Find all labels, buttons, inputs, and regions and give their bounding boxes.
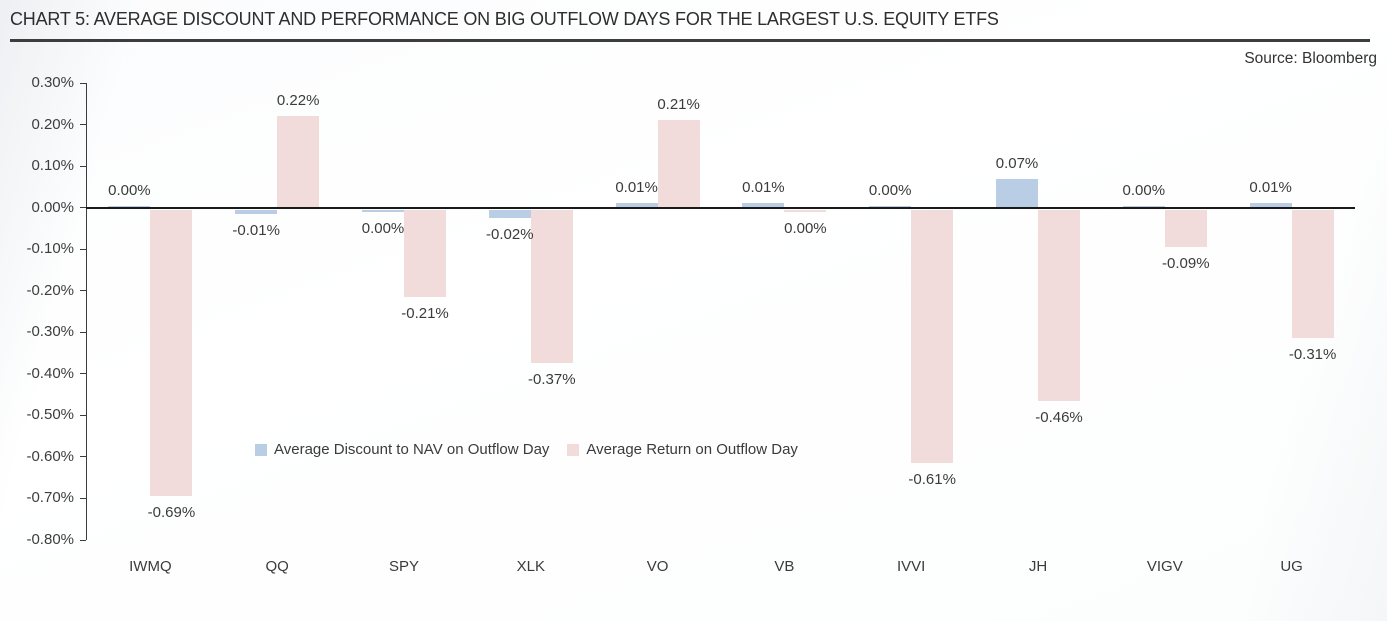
y-axis-tick xyxy=(80,497,86,499)
legend-swatch-icon xyxy=(255,443,267,456)
bar-discount-XLK xyxy=(488,209,531,218)
category-label-VIGV: VIGV xyxy=(1146,558,1183,575)
legend-swatch-icon xyxy=(567,443,580,456)
data-label: 0.22% xyxy=(276,92,320,110)
legend-item-discount: Average Discount to NAV on Outflow Day xyxy=(255,441,549,458)
chart-title: CHART 5: AVERAGE DISCOUNT AND PERFORMANC… xyxy=(10,9,999,29)
data-label: -0.31% xyxy=(1288,346,1337,364)
y-axis-tick xyxy=(80,165,86,167)
y-axis-tick-label: -0.10% xyxy=(26,240,74,258)
y-axis-tick xyxy=(80,373,86,375)
data-label: 0.00% xyxy=(784,219,827,237)
y-axis-tick xyxy=(80,456,86,458)
category-label-IVVI: IVVI xyxy=(897,558,926,575)
bar-discount-IWMQ xyxy=(108,205,151,208)
data-label: 0.00% xyxy=(868,181,912,199)
y-axis-tick-label: -0.60% xyxy=(26,447,74,465)
bar-discount-QQ xyxy=(235,209,278,214)
y-axis-tick xyxy=(80,290,86,292)
y-axis-tick xyxy=(80,539,86,541)
bar-discount-VO xyxy=(615,203,658,208)
data-label: -0.09% xyxy=(1162,255,1210,273)
y-axis-tick-label: -0.20% xyxy=(26,281,74,299)
bar-discount-VB xyxy=(742,203,785,208)
y-axis-tick-label: 0.20% xyxy=(31,115,74,133)
data-label: 0.01% xyxy=(1249,179,1292,197)
data-label: -0.61% xyxy=(908,471,956,489)
y-axis-tick-label: -0.40% xyxy=(26,364,74,382)
bar-discount-IVVI xyxy=(869,205,912,208)
y-axis-tick-label: 0.00% xyxy=(31,198,74,216)
y-axis-tick xyxy=(80,82,86,84)
y-axis-tick-label: -0.70% xyxy=(26,489,74,507)
category-label-XLK: XLK xyxy=(516,558,545,575)
source-label: Source: Bloomberg xyxy=(1244,50,1377,67)
category-label-IWMQ: IWMQ xyxy=(129,558,172,575)
data-label: -0.69% xyxy=(147,504,196,522)
bar-return-VIGV xyxy=(1164,209,1207,248)
bar-discount-UG xyxy=(1249,203,1292,208)
bar-return-VB xyxy=(784,209,827,212)
category-label-VO: VO xyxy=(646,558,669,575)
data-label: 0.07% xyxy=(995,154,1039,172)
category-label-SPY: SPY xyxy=(388,558,420,575)
y-axis-tick-label: -0.30% xyxy=(26,323,74,341)
bar-discount-VIGV xyxy=(1122,205,1165,208)
bar-return-QQ xyxy=(277,116,320,208)
legend: Average Discount to NAV on Outflow Day Av… xyxy=(255,441,798,458)
y-axis-tick xyxy=(80,207,86,209)
data-label: 0.01% xyxy=(742,179,785,197)
y-axis-tick-label: 0.30% xyxy=(31,74,74,91)
y-axis-tick xyxy=(80,124,86,126)
legend-item-return: Average Return on Outflow Day xyxy=(567,441,798,458)
data-label: -0.21% xyxy=(401,304,449,322)
bar-return-UG xyxy=(1291,209,1334,339)
data-label: 0.00% xyxy=(108,181,151,199)
data-label: 0.21% xyxy=(657,96,700,114)
title-underline xyxy=(10,39,1370,42)
legend-label: Average Discount to NAV on Outflow Day xyxy=(274,441,550,458)
data-label: 0.00% xyxy=(361,219,405,237)
category-label-UG: UG xyxy=(1280,558,1303,575)
bar-return-IWMQ xyxy=(150,209,193,497)
data-label: -0.46% xyxy=(1035,408,1083,426)
bar-return-SPY xyxy=(404,209,446,297)
y-axis-tick-label: -0.50% xyxy=(26,406,74,424)
category-label-VB: VB xyxy=(774,558,795,575)
data-label: -0.02% xyxy=(486,225,534,243)
data-label: -0.01% xyxy=(232,221,280,239)
y-axis-tick-label: -0.80% xyxy=(26,531,74,548)
x-axis-zero-line xyxy=(86,207,1355,210)
bar-return-XLK xyxy=(530,209,573,364)
bar-return-VO xyxy=(657,120,700,208)
data-label: 0.01% xyxy=(615,179,658,197)
bar-discount-JH xyxy=(996,178,1038,208)
y-axis-line xyxy=(86,83,87,540)
y-axis-tick xyxy=(80,248,86,250)
legend-label: Average Return on Outflow Day xyxy=(586,441,798,458)
bar-discount-SPY xyxy=(362,209,404,212)
data-label: -0.37% xyxy=(528,371,576,389)
category-label-QQ: QQ xyxy=(265,558,289,575)
y-axis-tick xyxy=(80,414,86,416)
bar-return-IVVI xyxy=(911,209,954,464)
category-label-JH: JH xyxy=(1028,558,1048,575)
data-label: 0.00% xyxy=(1122,181,1166,199)
y-axis-tick xyxy=(80,331,86,333)
bar-return-JH xyxy=(1038,209,1080,401)
y-axis-tick-label: 0.10% xyxy=(31,157,74,175)
